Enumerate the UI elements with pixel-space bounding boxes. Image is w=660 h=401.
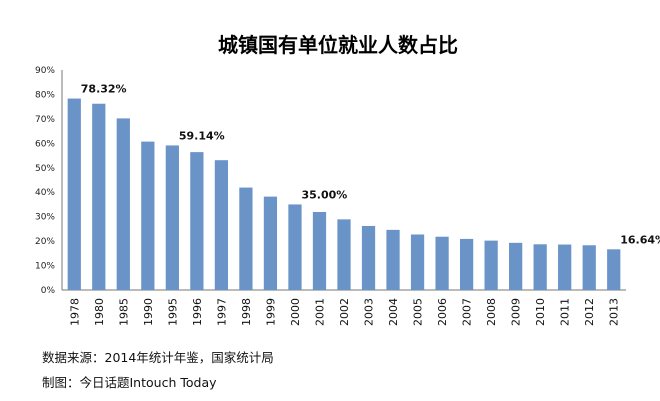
x-tick-label: 2007	[461, 298, 474, 326]
bar	[116, 118, 130, 291]
y-tick-label: 50%	[35, 164, 55, 174]
bar	[484, 240, 498, 290]
bar	[190, 152, 204, 290]
bar	[459, 238, 474, 290]
x-tick-label: 1980	[93, 298, 106, 326]
x-tick-label: 1998	[240, 298, 253, 326]
x-tick-label: 2002	[338, 298, 351, 326]
chart-credit: 制图：今日话题Intouch Today	[42, 375, 217, 390]
x-tick-label: 2012	[583, 298, 596, 326]
bar	[582, 245, 596, 290]
bar	[558, 244, 572, 290]
x-tick-label: 2009	[510, 298, 523, 326]
y-tick-label: 20%	[35, 237, 55, 247]
x-tick-label: 2003	[363, 298, 376, 326]
x-tick-label: 2001	[313, 298, 326, 326]
y-tick-label: 70%	[35, 115, 55, 125]
x-tick-label: 1999	[264, 298, 277, 326]
bar	[533, 244, 547, 290]
x-ticks: 1978 1980 1985 1990 1995 1996 1997 1998 1999 2000…	[68, 298, 620, 326]
bar	[67, 98, 81, 290]
bar	[509, 242, 523, 290]
bar	[386, 229, 400, 290]
data-label: 59.14%	[179, 129, 225, 142]
data-label: 16.64%	[620, 233, 660, 246]
bar	[410, 234, 425, 290]
bar	[263, 196, 278, 290]
x-tick-label: 2006	[436, 298, 449, 326]
y-tick-label: 80%	[35, 90, 55, 100]
y-ticks: 0% 10% 20% 30% 40% 50% 60% 70% 80% 90%	[35, 66, 55, 296]
x-tick-label: 2000	[289, 298, 302, 326]
x-tick-label: 1990	[142, 298, 155, 326]
bar	[165, 145, 179, 290]
y-tick-label: 10%	[35, 262, 55, 272]
bars	[67, 98, 621, 291]
bar	[141, 141, 155, 290]
data-labels: 78.32% 59.14% 35.00% 16.64%	[81, 83, 660, 247]
y-tick-label: 60%	[35, 139, 55, 149]
x-tick-label: 2013	[608, 298, 621, 326]
y-tick-label: 90%	[35, 66, 55, 76]
data-label: 78.32%	[81, 83, 127, 96]
x-tick-label: 1985	[117, 298, 130, 326]
x-tick-label: 1996	[191, 298, 204, 326]
data-label: 35.00%	[301, 188, 347, 201]
x-tick-label: 1978	[68, 298, 81, 326]
x-tick-label: 2011	[559, 298, 572, 326]
bar	[435, 236, 449, 290]
chart-title: 城镇国有单位就业人数占比	[218, 33, 458, 57]
bar	[312, 212, 327, 290]
x-tick-label: 2010	[534, 298, 547, 326]
x-tick-label: 2008	[485, 298, 498, 326]
bar	[214, 160, 229, 290]
x-tick-label: 1997	[215, 298, 228, 326]
bar	[361, 225, 376, 290]
x-tick-label: 1995	[166, 298, 179, 326]
x-tick-label: 2004	[387, 298, 400, 326]
x-tick-label: 2005	[412, 298, 425, 326]
y-tick-label: 0%	[41, 286, 56, 296]
y-tick-label: 30%	[35, 213, 55, 223]
data-source-note: 数据来源：2014年统计年鉴，国家统计局	[42, 350, 274, 365]
bar	[92, 103, 106, 290]
bar	[607, 249, 621, 290]
y-tick-label: 40%	[35, 188, 55, 198]
bar	[337, 219, 351, 290]
bar	[239, 187, 253, 290]
bar	[288, 204, 302, 290]
